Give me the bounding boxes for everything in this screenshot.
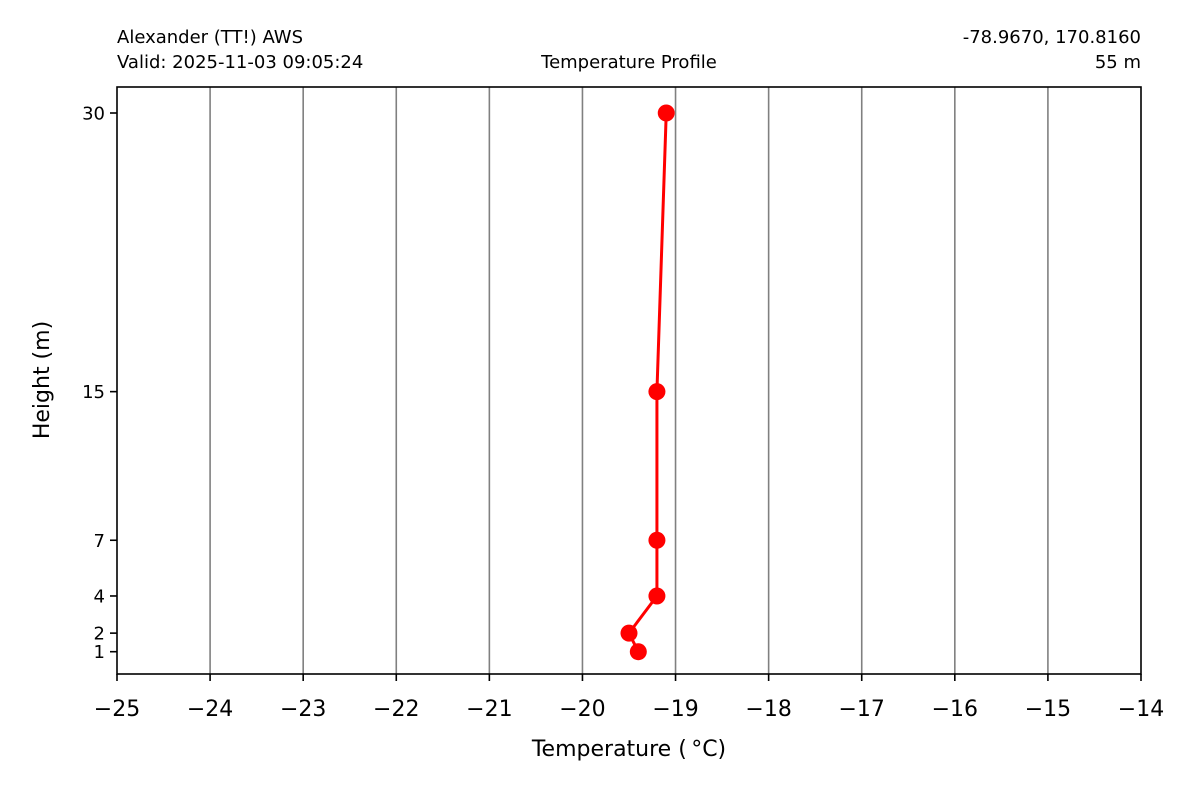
data-point [620, 624, 638, 642]
x-tick-label: −16 [932, 697, 978, 722]
data-point [629, 643, 647, 661]
chart-title: Temperature Profile [540, 52, 717, 73]
data-point [648, 531, 666, 549]
y-tick-label: 1 [94, 642, 105, 663]
x-ticks: −25 −24 −23 −22 −21 −20 −19 −18 −17 −16 −15 −14 [94, 674, 1164, 722]
data-point [648, 383, 666, 401]
x-tick-label: −15 [1025, 697, 1071, 722]
series-layer [620, 104, 675, 661]
x-axis-label: Temperature ( °C) [531, 737, 726, 762]
x-tick-label: −24 [187, 697, 233, 722]
x-tick-label: −14 [1118, 697, 1164, 722]
plot-frame [116, 86, 1142, 675]
y-tick-label: 2 [94, 624, 105, 645]
x-tick-label: −25 [94, 697, 140, 722]
y-tick-label: 4 [94, 586, 105, 607]
x-tick-label: −20 [559, 697, 605, 722]
y-tick-label: 7 [94, 531, 105, 552]
station-elevation: 55 m [1095, 52, 1141, 73]
station-name: Alexander (TT!) AWS [117, 27, 303, 48]
x-tick-label: −23 [280, 697, 326, 722]
y-tick-label: 30 [82, 104, 105, 125]
x-tick-label: −22 [373, 697, 419, 722]
y-ticks: 12 4 7 15 30 [82, 104, 117, 663]
y-tick-label: 15 [82, 382, 105, 403]
y-axis-label: Height (m) [30, 321, 55, 439]
grid-lines [209, 87, 1049, 674]
data-point [657, 104, 675, 122]
valid-time: Valid: 2025-11-03 09:05:24 [117, 52, 363, 73]
x-tick-label: −17 [839, 697, 885, 722]
x-tick-label: −21 [466, 697, 512, 722]
x-tick-label: −18 [745, 697, 791, 722]
data-point [648, 587, 666, 605]
temperature-series-line [627, 112, 668, 653]
x-tick-label: −19 [652, 697, 698, 722]
station-coordinates: -78.9670, 170.8160 [963, 27, 1141, 48]
